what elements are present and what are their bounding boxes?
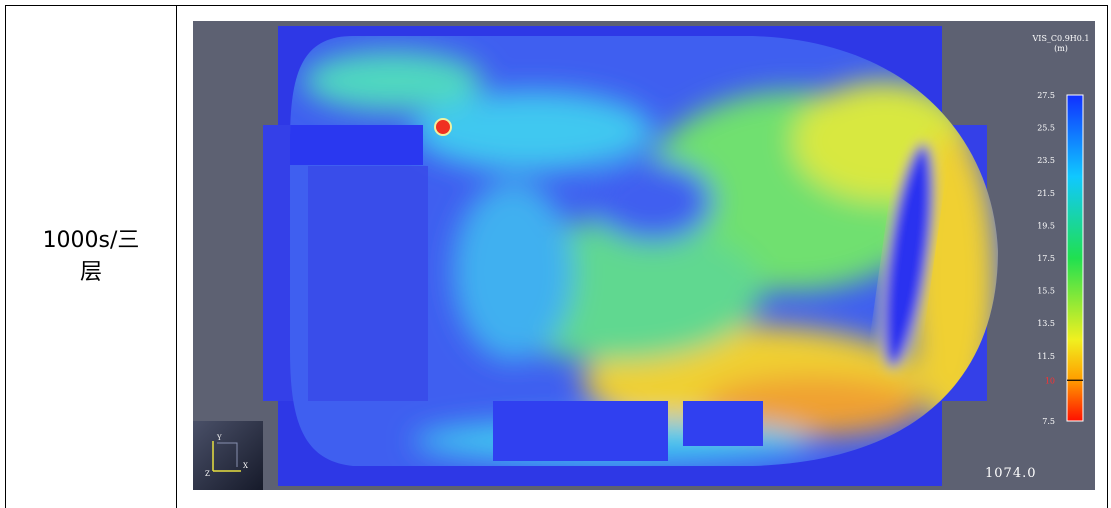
legend-tick-label: 17.5 — [1037, 254, 1055, 263]
label-cell: 1000s/三层 — [5, 6, 177, 508]
heatmap-shape — [308, 166, 428, 401]
time-label: 1074.0 — [985, 466, 1037, 481]
legend-tick-label: 27.5 — [1037, 91, 1055, 100]
legend-tick-label: 19.5 — [1037, 221, 1055, 230]
legend-tick-label: 11.5 — [1037, 352, 1055, 361]
legend-tick-label: 13.5 — [1037, 319, 1055, 328]
page: {"row": {"label": "1000s/三层"}, "figure":… — [0, 0, 1111, 507]
legend-marker-label: 10 — [1045, 376, 1055, 385]
axis-label: X — [243, 462, 248, 470]
row-label: 1000s/三层 — [36, 225, 146, 289]
hotspot — [435, 119, 451, 135]
legend-tick-label: 15.5 — [1037, 287, 1055, 296]
legend-tick-label: 23.5 — [1037, 156, 1055, 165]
legend-unit: (m) — [1054, 44, 1068, 53]
axis-box — [193, 421, 263, 490]
image-cell: Y X Z VIS_C0.9H0.1 (m) 1074.0 27.5 25.5 23… — [176, 6, 1108, 508]
legend-tick-label: 25.5 — [1037, 124, 1055, 133]
page-body: 1000s/三层 — [0, 0, 1111, 507]
heatmap-shape — [493, 401, 668, 461]
axis-label: Z — [205, 470, 210, 478]
table: 1000s/三层 — [5, 5, 1108, 508]
legend-tick-label: 7.5 — [1042, 417, 1055, 426]
heatmap-shape — [303, 51, 483, 111]
legend-tick-label: 21.5 — [1037, 189, 1055, 198]
heatmap-shape — [453, 181, 573, 361]
heatmap-shape — [683, 401, 763, 446]
axis-label: Y — [216, 434, 222, 442]
legend-title: VIS_C0.9H0.1 — [1032, 34, 1090, 43]
heatmap-shape — [593, 161, 713, 241]
simulation-image: Y X Z VIS_C0.9H0.1 (m) 1074.0 27.5 25.5 23… — [193, 21, 1095, 490]
colorbar — [1067, 95, 1083, 421]
